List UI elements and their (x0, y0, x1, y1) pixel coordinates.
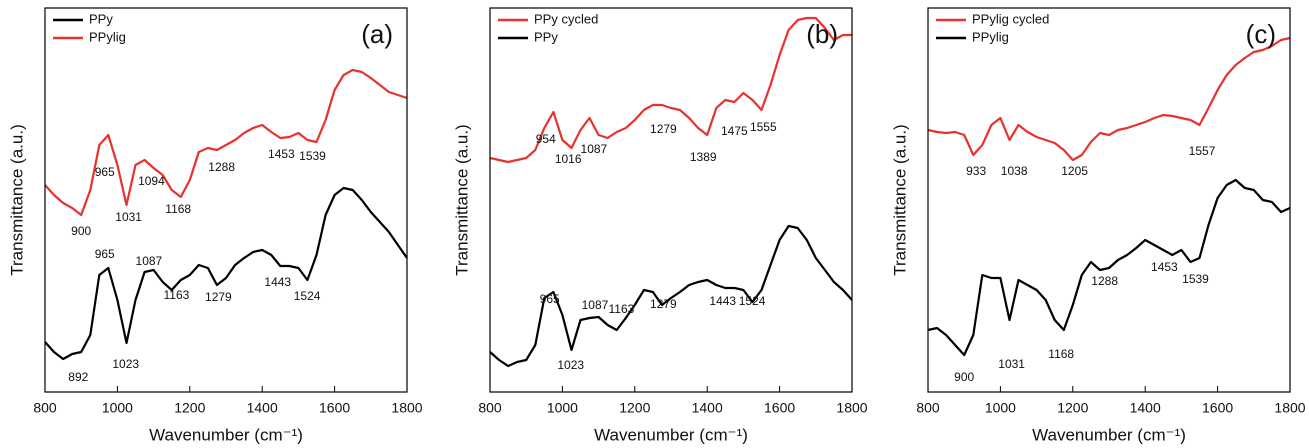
panel-label: (c) (1246, 19, 1276, 49)
y-axis-label: Transmittance (a.u.) (452, 124, 471, 275)
peak-label: 933 (966, 164, 986, 178)
x-tick-label: 800 (478, 400, 502, 416)
peak-label: 1524 (294, 289, 321, 303)
x-tick-label: 1000 (985, 400, 1016, 416)
peak-label: 1168 (1048, 347, 1074, 361)
x-tick-label: 1600 (319, 400, 350, 416)
peak-label: 1279 (650, 122, 677, 136)
x-tick-label: 1200 (174, 400, 205, 416)
peak-label: 1168 (165, 202, 191, 216)
x-tick-label: 800 (916, 400, 940, 416)
legend-label: PPylig cycled (972, 11, 1049, 26)
spectrum-line (489, 16, 852, 164)
y-axis-label: Transmittance (a.u.) (7, 124, 26, 275)
x-tick-label: 1600 (1202, 400, 1233, 416)
peak-label: 900 (954, 370, 974, 384)
peak-label: 965 (95, 165, 115, 179)
peak-label: 1557 (1189, 144, 1216, 158)
x-tick-label: 1800 (1274, 400, 1305, 416)
peak-label: 1443 (264, 275, 291, 289)
x-tick-label: 1600 (764, 400, 795, 416)
peak-label: 1031 (998, 357, 1025, 371)
peak-label: 1087 (581, 142, 608, 156)
peak-label: 1288 (1091, 274, 1118, 288)
peak-label: 1539 (1182, 272, 1209, 286)
x-axis-label: Wavenumber (cm⁻¹) (149, 425, 303, 444)
legend-label: PPylig (89, 29, 126, 44)
peak-label: 1205 (1061, 164, 1088, 178)
x-axis-label: Wavenumber (cm⁻¹) (1032, 425, 1186, 444)
peak-label: 1094 (138, 174, 165, 188)
legend-label: PPy (89, 11, 113, 26)
x-tick-label: 1200 (619, 400, 650, 416)
x-tick-label: 1800 (391, 400, 422, 416)
plot-frame (44, 7, 408, 393)
peak-label: 1163 (163, 288, 189, 302)
peak-label: 1163 (608, 302, 634, 316)
x-tick-label: 1000 (102, 400, 133, 416)
legend-label: PPy (534, 29, 558, 44)
x-tick-label: 1400 (692, 400, 723, 416)
peak-label: 1087 (136, 254, 163, 268)
x-tick-label: 1200 (1057, 400, 1088, 416)
peak-label: 892 (68, 370, 88, 384)
peak-label: 965 (95, 247, 115, 261)
peak-label: 1023 (557, 358, 584, 372)
legend-label: PPy cycled (534, 11, 598, 26)
x-tick-label: 1400 (247, 400, 278, 416)
peak-label: 1475 (721, 124, 748, 138)
peak-label: 900 (71, 224, 91, 238)
x-axis-label: Wavenumber (cm⁻¹) (594, 425, 748, 444)
panel-label: (b) (806, 19, 838, 49)
panel-label: (a) (361, 19, 393, 49)
y-axis-label: Transmittance (a.u.) (890, 124, 909, 275)
peak-label: 1453 (268, 147, 295, 161)
peak-label: 954 (536, 132, 556, 146)
x-tick-label: 800 (33, 400, 57, 416)
spectrum-line (44, 68, 408, 217)
peak-label: 1279 (205, 290, 232, 304)
peak-label: 1443 (709, 294, 736, 308)
legend-label: PPylig (972, 29, 1009, 44)
peak-label: 1539 (299, 149, 326, 163)
x-tick-label: 1800 (836, 400, 867, 416)
peak-label: 1524 (739, 294, 766, 308)
peak-label: 1023 (112, 357, 139, 371)
peak-label: 1038 (1001, 164, 1028, 178)
peak-label: 1016 (555, 152, 582, 166)
peak-label: 965 (540, 292, 560, 306)
plot-frame (927, 7, 1291, 393)
spectrum-line (44, 186, 408, 361)
spectrum-line (927, 36, 1291, 162)
x-tick-label: 1000 (547, 400, 578, 416)
peak-label: 1389 (690, 150, 717, 164)
peak-label: 1279 (650, 297, 677, 311)
peak-label: 1288 (208, 160, 235, 174)
spectrum-line (489, 224, 853, 368)
peak-label: 1031 (115, 210, 142, 224)
plot-frame (489, 7, 853, 393)
peak-label: 1453 (1151, 260, 1178, 274)
spectrum-line (927, 178, 1291, 357)
peak-label: 1087 (582, 298, 609, 312)
x-tick-label: 1400 (1130, 400, 1161, 416)
peak-label: 1555 (750, 120, 777, 134)
